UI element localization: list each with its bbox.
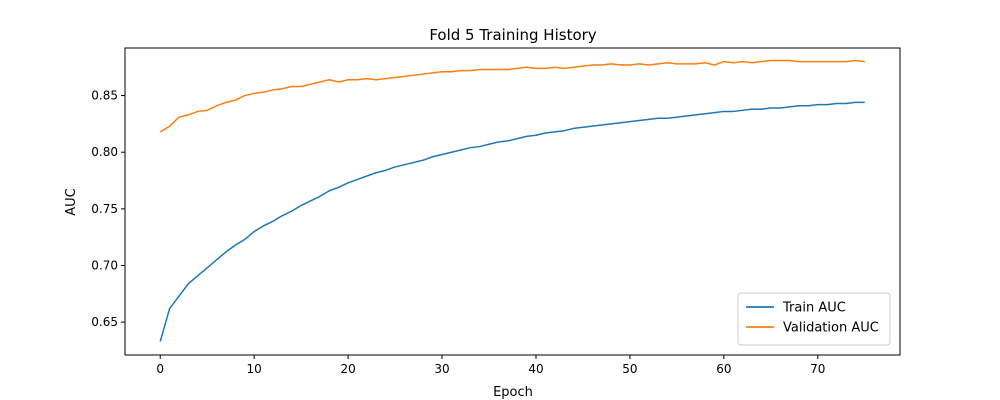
y-axis-title: AUC: [64, 188, 79, 216]
x-tick-label: 40: [528, 362, 543, 376]
y-tick-label: 0.65: [91, 315, 118, 329]
y-tick-label: 0.80: [91, 145, 118, 159]
x-tick-label: 30: [434, 362, 449, 376]
x-tick-label: 50: [622, 362, 637, 376]
y-axis: 0.65 0.70 0.75 0.80 0.85: [91, 89, 125, 329]
x-axis-title: Epoch: [493, 385, 533, 400]
series-line-train-auc: [159, 101, 865, 342]
legend-label-validation-auc: Validation AUC: [783, 321, 879, 336]
x-tick-label: 10: [247, 362, 262, 376]
y-tick-label: 0.75: [91, 202, 118, 216]
legend: Train AUC Validation AUC: [737, 292, 891, 346]
series-line-validation-auc: [159, 59, 865, 133]
x-tick-label: 70: [810, 362, 825, 376]
plot-frame: [124, 47, 901, 356]
x-tick-label: 20: [340, 362, 355, 376]
legend-box: [737, 292, 891, 346]
y-tick-label: 0.70: [91, 259, 118, 273]
x-tick-label: 0: [156, 362, 164, 376]
plot-area: [159, 59, 865, 342]
x-tick-label: 60: [716, 362, 731, 376]
x-axis: 0 10 20 30 40 50 60 70: [156, 355, 825, 376]
chart-title: Fold 5 Training History: [429, 26, 596, 44]
legend-label-train-auc: Train AUC: [782, 301, 846, 316]
y-tick-label: 0.85: [91, 89, 118, 103]
